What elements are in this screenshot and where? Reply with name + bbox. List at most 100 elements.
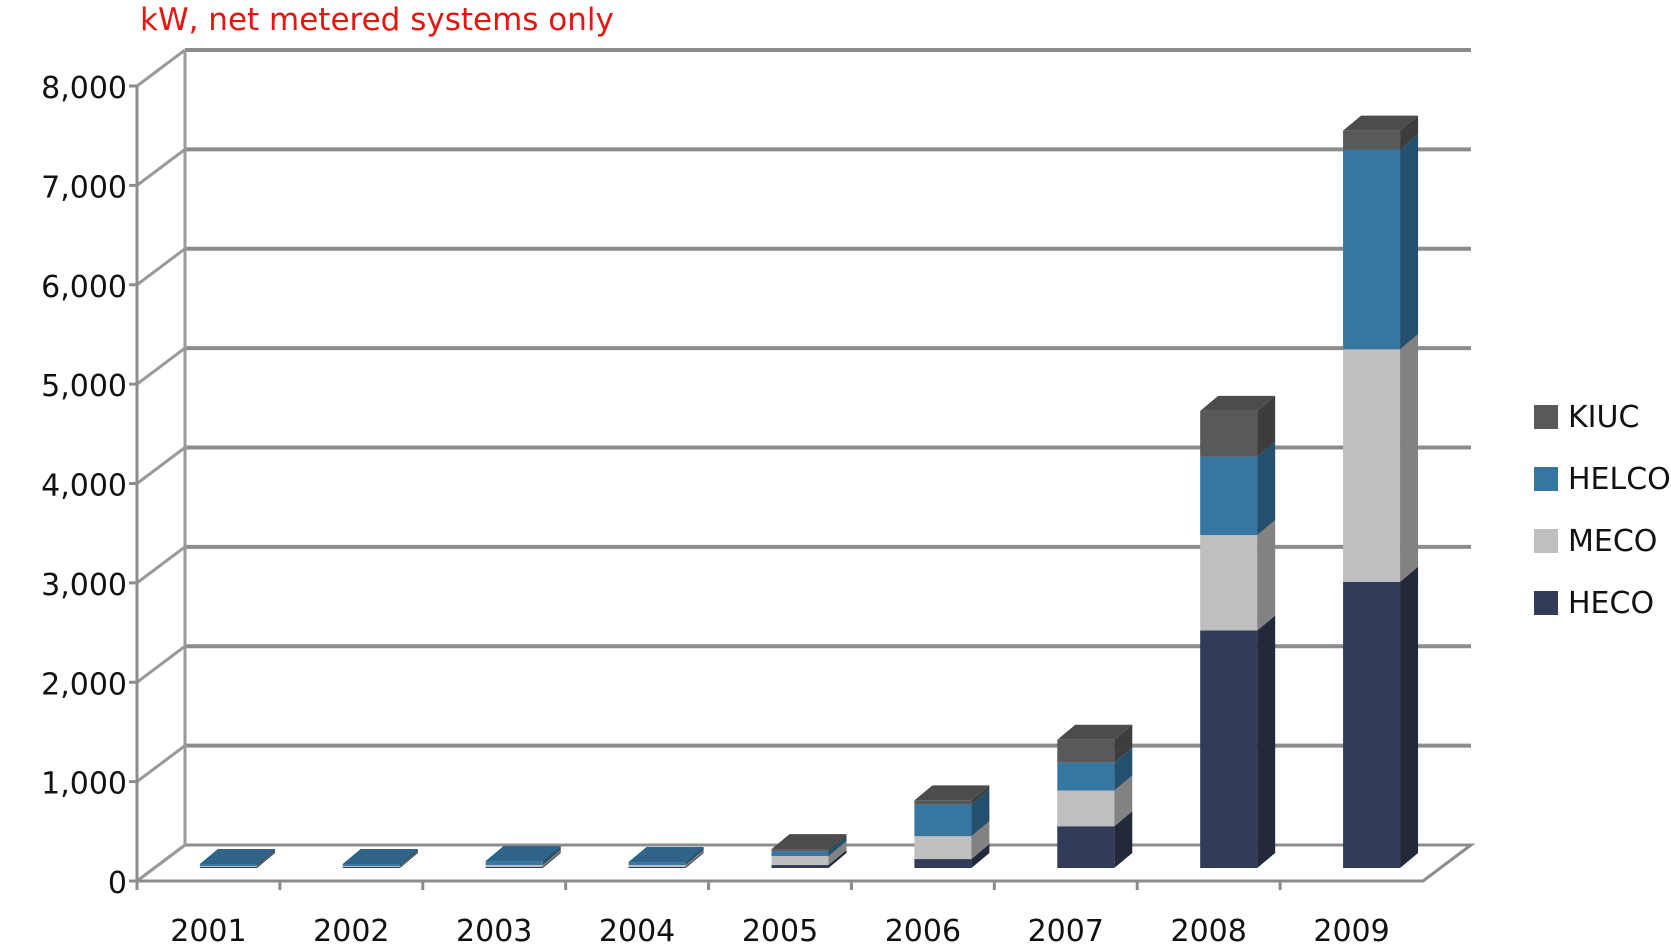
bar-side [1400, 134, 1419, 350]
bar-top [628, 847, 704, 863]
y-axis-tick-labels: 0 1,000 2,000 3,000 4,000 5,000 6,000 7,000 8,00… [41, 71, 127, 901]
bar-side [1114, 724, 1133, 763]
bar-top [914, 785, 990, 801]
legend-item-helco: HELCO [1534, 448, 1671, 510]
bar-front [914, 800, 972, 805]
y-tick-label: 8,000 [41, 71, 127, 106]
bar-segment-meco-2009 [1343, 334, 1419, 582]
bar-top [199, 849, 275, 865]
bar-front [199, 864, 257, 867]
x-axis-tick-labels: 2001 2002 2003 2004 2005 2006 2007 2008 2009 [170, 914, 1389, 949]
bar-segment-meco-2004 [628, 850, 704, 868]
bar-front [914, 804, 972, 837]
bar-front [485, 865, 543, 868]
bar-segment-kiuc-2003 [485, 846, 561, 862]
bar-side [1400, 566, 1419, 868]
x-tick-label: 2003 [456, 914, 532, 949]
bar-top [771, 834, 847, 850]
bar-side [1114, 811, 1133, 868]
bar-front [628, 865, 686, 868]
bar-top [342, 849, 418, 865]
legend-item-heco: HECO [1534, 572, 1671, 634]
y-tick-label: 3,000 [41, 568, 127, 603]
x-tick-label: 2005 [742, 914, 818, 949]
legend-swatch [1534, 591, 1558, 615]
y-tick-label: 1,000 [41, 767, 127, 802]
bar-segment-kiuc-2001 [199, 849, 275, 865]
side-wall-line [136, 148, 186, 187]
x-tick-label: 2006 [885, 914, 961, 949]
bar-front [771, 865, 829, 868]
bar-segment-helco-2007 [1057, 747, 1133, 791]
side-wall-line [136, 645, 186, 684]
bar-side [971, 844, 990, 868]
bar-side [542, 850, 561, 868]
bar-top [1343, 115, 1419, 131]
legend-swatch [1534, 405, 1558, 429]
bar-segment-heco-2008 [1200, 615, 1276, 868]
bar-side [399, 849, 418, 867]
bar-front [1343, 349, 1401, 582]
bar-front [628, 862, 686, 866]
bar-segment-meco-2007 [1057, 775, 1133, 827]
bar-front [914, 836, 972, 860]
bar-side [1114, 747, 1133, 791]
bar-segment-kiuc-2008 [1200, 395, 1276, 457]
bar-segment-helco-2006 [914, 789, 990, 837]
bar-segment-kiuc-2009 [1343, 115, 1419, 150]
bar-segment-kiuc-2006 [914, 785, 990, 805]
bar-front [1200, 535, 1258, 631]
x-tick-label: 2001 [170, 914, 246, 949]
x-tick-label: 2008 [1170, 914, 1246, 949]
legend-label: KIUC [1568, 399, 1640, 435]
bar-segment-kiuc-2002 [342, 849, 418, 865]
bar-front [771, 856, 829, 866]
bar-side [828, 841, 847, 866]
legend-label: MECO [1568, 523, 1658, 559]
bar-front [771, 849, 829, 852]
bar-front [342, 864, 400, 867]
bar-front [1343, 130, 1401, 150]
y-tick-label: 2,000 [41, 667, 127, 702]
bar-segment-heco-2005 [771, 850, 847, 868]
legend-label: HELCO [1568, 461, 1671, 497]
bar-side [971, 821, 990, 860]
bar-side [685, 847, 704, 866]
legend-label: HECO [1568, 585, 1655, 621]
bar-front [1200, 410, 1258, 457]
bar-front [1200, 456, 1258, 536]
y-tick-label: 7,000 [41, 170, 127, 205]
bar-front [1057, 762, 1115, 791]
y-tick-label: 6,000 [41, 270, 127, 305]
y-tick-label: 4,000 [41, 469, 127, 504]
x-tick-label: 2009 [1313, 914, 1389, 949]
bar-segment-heco-2009 [1343, 566, 1419, 868]
bar-side [828, 850, 847, 868]
bar-side [828, 834, 847, 852]
chart-unit-label: kW, net metered systems only [140, 2, 614, 38]
side-wall-line [136, 446, 186, 485]
side-wall-line [136, 247, 186, 286]
bar-front [1057, 739, 1115, 763]
bar-front [1343, 581, 1401, 868]
x-tick-label: 2007 [1028, 914, 1104, 949]
bar-front [1057, 826, 1115, 868]
bar-side [1400, 334, 1419, 582]
bar-front [914, 859, 972, 868]
bar-segment-helco-2009 [1343, 134, 1419, 350]
bar-side [256, 849, 275, 867]
chart-legend: KIUC HELCO MECO HECO [1534, 386, 1671, 634]
bar-top [485, 846, 561, 862]
bar-front [1057, 790, 1115, 827]
side-wall-line [136, 48, 186, 88]
bar-side [1400, 115, 1419, 150]
bar-segment-kiuc-2007 [1057, 724, 1133, 763]
chart-bars [199, 115, 1419, 868]
side-wall-line [136, 843, 186, 883]
bar-front [771, 851, 829, 857]
x-tick-label: 2002 [313, 914, 389, 949]
bar-segment-heco-2006 [914, 844, 990, 868]
bar-front [485, 861, 543, 866]
bar-side [971, 785, 990, 805]
